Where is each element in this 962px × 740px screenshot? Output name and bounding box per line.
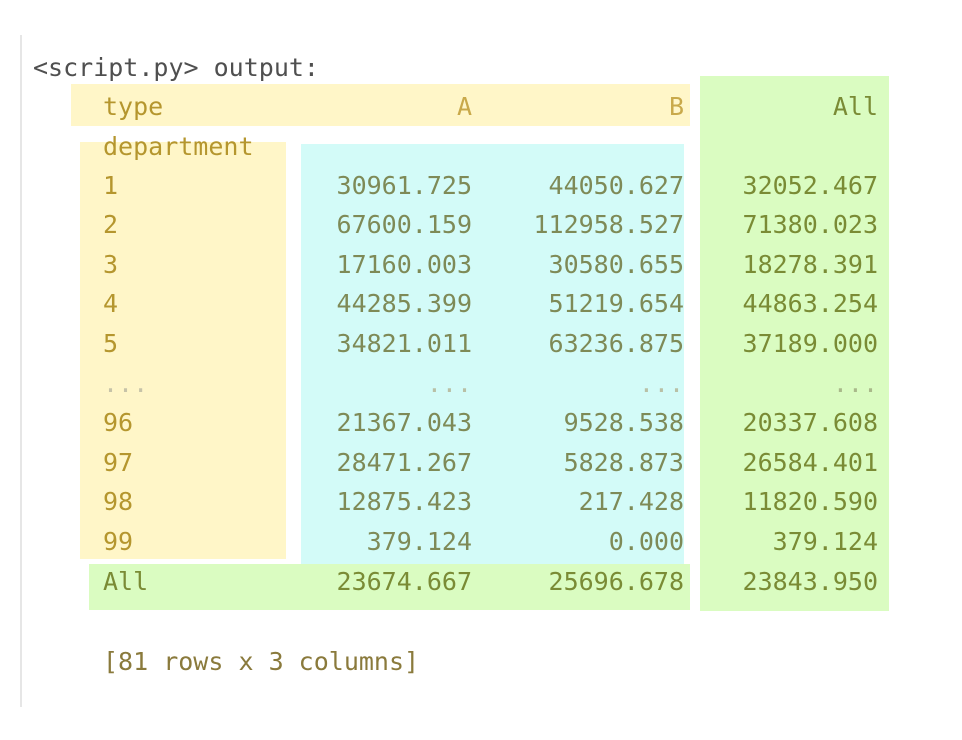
cell-b: 0.000	[608, 527, 684, 556]
cell-a: ...	[426, 369, 472, 398]
cell-all: 44863.254	[742, 289, 878, 318]
row-index: 1	[103, 171, 119, 200]
cell-all: 71380.023	[742, 210, 878, 239]
row-index: 97	[103, 448, 134, 477]
cell-b: ...	[638, 369, 684, 398]
cell-all: 37189.000	[742, 329, 878, 358]
cell-a: 30961.725	[336, 171, 472, 200]
cell-b: 44050.627	[548, 171, 684, 200]
row-index: 2	[103, 210, 119, 239]
cell-all: 23843.950	[742, 567, 878, 596]
cell-a: 17160.003	[336, 250, 472, 279]
cell-b: 63236.875	[548, 329, 684, 358]
row-index: 3	[103, 250, 119, 279]
cell-a: 379.124	[366, 527, 472, 556]
cell-all: ...	[832, 369, 878, 398]
cell-b: 5828.873	[563, 448, 684, 477]
cell-b: 9528.538	[563, 408, 684, 437]
row-index: 99	[103, 527, 134, 556]
index-highlight	[80, 142, 286, 559]
cell-a: 28471.267	[336, 448, 472, 477]
cell-a: 21367.043	[336, 408, 472, 437]
cell-b: 30580.655	[548, 250, 684, 279]
cell-a: 12875.423	[336, 487, 472, 516]
cell-all: 26584.401	[742, 448, 878, 477]
columns-label: type	[103, 92, 164, 121]
column-header-a: A	[456, 92, 472, 121]
row-index: All	[103, 567, 149, 596]
cell-b: 112958.527	[533, 210, 684, 239]
row-index: 98	[103, 487, 134, 516]
cell-b: 25696.678	[548, 567, 684, 596]
row-index: 5	[103, 329, 119, 358]
cell-a: 34821.011	[336, 329, 472, 358]
row-index: ...	[103, 369, 149, 398]
cell-all: 11820.590	[742, 487, 878, 516]
index-label: department	[103, 132, 254, 161]
cell-a: 23674.667	[336, 567, 472, 596]
cell-b: 51219.654	[548, 289, 684, 318]
column-header-highlight	[71, 84, 690, 126]
column-header-b: B	[668, 92, 684, 121]
output-title: <script.py> output:	[33, 53, 319, 82]
output-left-border	[20, 35, 22, 707]
total-row-highlight	[89, 564, 690, 610]
cell-a: 67600.159	[336, 210, 472, 239]
cell-all: 18278.391	[742, 250, 878, 279]
cell-all: 32052.467	[742, 171, 878, 200]
values-highlight	[301, 144, 684, 565]
total-column-highlight	[700, 76, 889, 611]
row-index: 4	[103, 289, 119, 318]
cell-all: 379.124	[772, 527, 878, 556]
row-index: 96	[103, 408, 134, 437]
cell-b: 217.428	[578, 487, 684, 516]
cell-a: 44285.399	[336, 289, 472, 318]
column-header-all: All	[832, 92, 878, 121]
cell-all: 20337.608	[742, 408, 878, 437]
row-count-summary: [81 rows x 3 columns]	[103, 647, 420, 676]
